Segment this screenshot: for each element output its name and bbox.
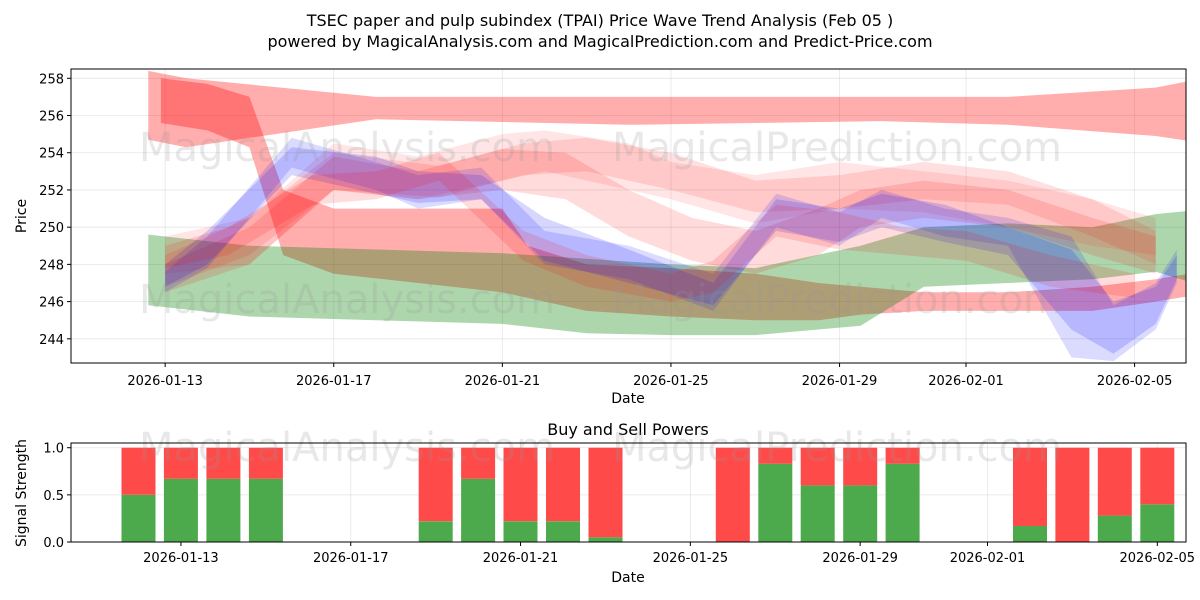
buy-bar: [546, 521, 580, 542]
sell-bar: [800, 447, 835, 486]
buy-bar: [1097, 515, 1132, 542]
power-x-tick-label: 2026-01-21: [483, 551, 559, 566]
power-x-tick-label: 2026-02-01: [950, 551, 1026, 566]
buy-bar: [885, 463, 920, 542]
power-x-tick-label: 2026-01-13: [143, 551, 219, 566]
price-y-tick-label: 252: [39, 184, 64, 199]
sell-bar: [843, 447, 878, 486]
sell-bar: [1055, 447, 1090, 542]
wave-band-red-4: [165, 130, 1156, 274]
sell-bar: [546, 447, 580, 522]
price-plot-background: [71, 69, 1186, 363]
power-plot-frame: [70, 442, 1187, 543]
sell-bar: [758, 447, 793, 464]
sell-bar: [715, 447, 750, 542]
price-x-tick-label: 2026-02-05: [1097, 374, 1173, 389]
power-chart-title: Buy and Sell Powers: [547, 420, 709, 439]
price-y-tick-label: 244: [39, 333, 64, 348]
wave-band-red-9: [165, 152, 1135, 302]
price-y-tick-label: 246: [39, 296, 64, 311]
wave-band-red-6: [165, 149, 1156, 293]
power-y-tick-label: 0.5: [43, 489, 64, 504]
sell-bar: [1140, 447, 1175, 505]
price-y-axis-label: Price: [14, 199, 30, 233]
buy-bar: [758, 463, 793, 542]
sell-bar: [248, 447, 283, 479]
price-wave-panel: MagicalAnalysis.com MagicalPrediction.co…: [14, 68, 1187, 407]
price-y-tick-label: 248: [39, 258, 64, 273]
price-x-tick-label: 2026-01-13: [127, 374, 203, 389]
sell-bar: [418, 447, 453, 522]
sell-bar: [1097, 447, 1132, 516]
sell-bar: [503, 447, 538, 522]
price-y-tick-label: 258: [39, 72, 64, 87]
watermark-prediction-mid: MagicalPrediction.com: [612, 277, 1062, 323]
watermark-analysis-bottom: MagicalAnalysis.com: [139, 425, 555, 471]
sell-bar: [461, 447, 496, 479]
buy-bar: [461, 478, 496, 542]
price-y-tick-label: 256: [39, 110, 64, 125]
price-axes: 244 246 248 250 252 254 256 258 2026-01-13 2026-0…: [39, 72, 1172, 389]
price-plot-frame: [70, 68, 1187, 364]
power-x-tick-label: 2026-01-25: [653, 551, 729, 566]
power-y-tick-label: 1.0: [43, 442, 64, 457]
chart-title-line2: powered by MagicalAnalysis.com and Magic…: [267, 32, 932, 51]
price-y-tick-label: 250: [39, 221, 64, 236]
wave-bands: [148, 70, 1186, 362]
price-x-tick-label: 2026-01-25: [633, 374, 709, 389]
sell-bar: [121, 447, 156, 495]
watermark-prediction-bottom: MagicalPrediction.com: [612, 425, 1062, 471]
watermark-prediction-top: MagicalPrediction.com: [612, 125, 1062, 171]
power-x-axis-label: Date: [611, 570, 644, 586]
wave-band-blue-7: [165, 137, 1177, 362]
buy-bar: [843, 485, 878, 542]
price-x-tick-label: 2026-02-01: [928, 374, 1004, 389]
wave-band-red-5: [165, 137, 1156, 287]
wave-band-red-2: [160, 78, 1186, 321]
buy-bar: [163, 478, 198, 542]
power-x-tick-label: 2026-02-05: [1120, 551, 1196, 566]
buy-bar: [1140, 504, 1175, 542]
buy-bar: [418, 521, 453, 542]
price-x-tick-label: 2026-01-29: [802, 374, 878, 389]
sell-bar: [163, 447, 198, 479]
power-axes: 0.0 0.5 1.0 2026-01-13 2026-01-17 2026-01-21 2…: [43, 442, 1195, 566]
price-grid: [71, 69, 1186, 363]
sell-bar: [206, 447, 241, 479]
buy-bar: [206, 478, 241, 542]
buy-bar: [121, 494, 156, 542]
wave-band-green-3: [148, 211, 1186, 336]
watermark-analysis-top: MagicalAnalysis.com: [139, 125, 555, 171]
price-x-tick-label: 2026-01-17: [296, 374, 372, 389]
buy-bar: [503, 521, 538, 542]
buy-bar: [800, 485, 835, 542]
chart-title-line1: TSEC paper and pulp subindex (TPAI) Pric…: [306, 11, 894, 30]
buy-bar: [588, 537, 623, 542]
power-bars: [121, 447, 1175, 542]
wave-band-red-1: [148, 70, 1186, 148]
power-y-tick-label: 0.0: [43, 536, 64, 551]
wave-band-blue-8: [165, 147, 1177, 354]
sell-bar: [885, 447, 920, 464]
power-x-tick-label: 2026-01-17: [313, 551, 389, 566]
watermark-analysis-mid: MagicalAnalysis.com: [139, 277, 555, 323]
power-y-axis-label: Signal Strength: [14, 439, 30, 547]
buy-bar: [248, 478, 283, 542]
price-x-axis-label: Date: [611, 391, 644, 407]
power-x-tick-label: 2026-01-29: [822, 551, 898, 566]
price-x-tick-label: 2026-01-21: [465, 374, 541, 389]
sell-bar: [1013, 447, 1047, 526]
sell-bar: [588, 447, 623, 538]
buy-bar: [1013, 526, 1047, 542]
price-y-tick-label: 254: [39, 147, 64, 162]
buy-sell-power-panel: Buy and Sell Powers MagicalAnalysis.com …: [14, 420, 1195, 586]
